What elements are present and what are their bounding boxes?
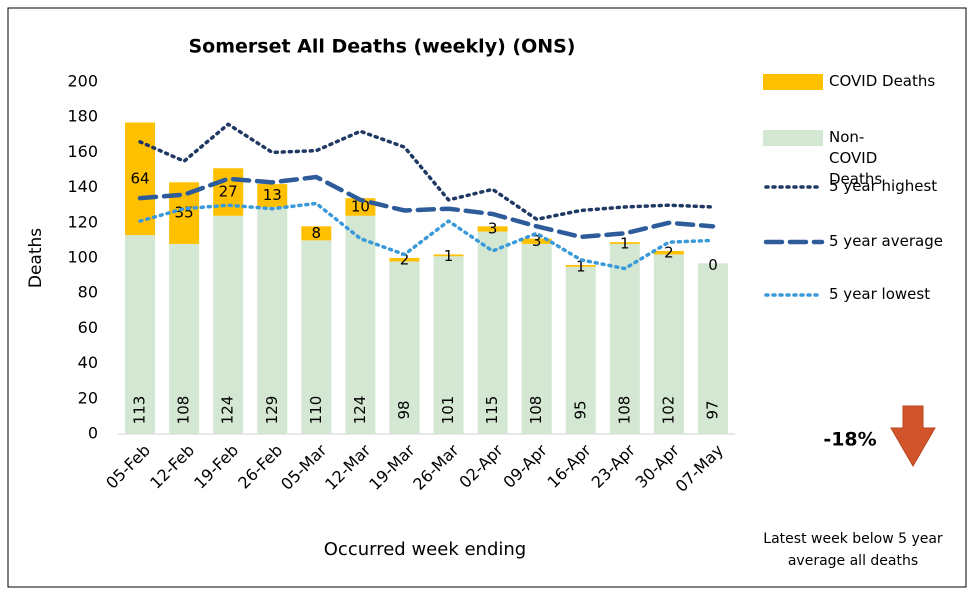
data-label: 3 [488,219,498,237]
bar-segment [521,243,552,434]
data-label: 8 [312,224,322,242]
note: Latest week below 5 year average all dea… [763,531,943,569]
data-label: 1 [444,247,454,265]
bar-segment [389,261,420,434]
legend-label: COVID Deaths [829,72,936,90]
bar-segment [301,240,332,434]
data-label: 124 [219,396,237,425]
bar-segment [345,215,376,434]
y-tick-label: 100 [67,248,98,267]
data-label: 108 [527,396,545,425]
legend-label: 5 year average [829,232,943,250]
data-label: 2 [400,251,410,269]
bar-segment [257,206,288,434]
data-label: 0 [708,256,718,274]
bar-segment [653,250,684,255]
bar-segment [389,258,420,262]
data-label: 113 [131,396,149,425]
data-label: 1 [620,235,630,253]
y-tick-label: 180 [67,107,98,126]
data-label: 2 [664,243,674,261]
bar-segment [565,266,596,434]
y-tick-label: 80 [78,283,98,302]
bar-segment [609,243,640,434]
bar-segment [345,198,376,216]
legend-label: Non-COVID Deaths [829,128,883,188]
data-label: 124 [351,396,369,425]
bar-segment [477,226,508,232]
data-label: 110 [307,396,325,425]
data-label: 108 [615,396,633,425]
data-label: 97 [703,400,721,419]
bar-segment [125,235,156,434]
y-tick-label: 160 [67,142,98,161]
data-label: 115 [483,396,501,425]
x-axis-label: Occurred week ending [324,539,526,560]
data-label: 64 [130,169,149,187]
data-label: 101 [439,396,457,425]
y-tick-label: 60 [78,318,98,337]
bar-segment [213,215,244,434]
data-label: 129 [263,396,281,425]
data-label: 3 [532,232,542,250]
chart-title: Somerset All Deaths (weekly) (ONS) [189,36,576,58]
bar-segment [169,243,200,434]
legend-swatch [763,74,823,90]
legend-swatch [763,130,823,146]
data-label: 13 [263,186,282,204]
legend-label: 5 year highest [829,177,938,195]
y-tick-label: 140 [67,177,98,196]
bar-segment [565,265,596,267]
y-tick-label: 200 [67,72,98,91]
bar-segment [609,242,640,244]
bar-segment [477,231,508,434]
bar-segment [213,168,244,216]
data-label: 102 [659,396,677,425]
y-tick-label: 0 [88,424,98,443]
bar-segment [301,226,332,241]
legend-label: 5 year lowest [829,285,931,303]
data-label: 27 [219,183,238,201]
change-value: -18% [823,429,876,451]
line-series [138,122,715,222]
bar-segment [433,254,464,257]
y-tick-label: 120 [67,212,98,231]
bar-segment [257,184,288,207]
data-label: 108 [175,396,193,425]
data-label: 98 [395,400,413,419]
y-tick-label: 20 [78,388,98,407]
y-tick-label: 40 [78,353,98,372]
bar-segment [653,254,684,434]
bar-segment [521,238,552,244]
down-arrow [890,405,936,467]
bar-segment [697,263,728,434]
data-label: 10 [351,197,370,215]
data-label: 95 [571,400,589,419]
line-series [137,174,716,240]
bar-segment [433,256,464,434]
y-axis-label: Deaths [26,228,46,288]
line-series [138,201,715,271]
data-label: 35 [175,204,194,222]
data-label: 1 [576,258,586,276]
